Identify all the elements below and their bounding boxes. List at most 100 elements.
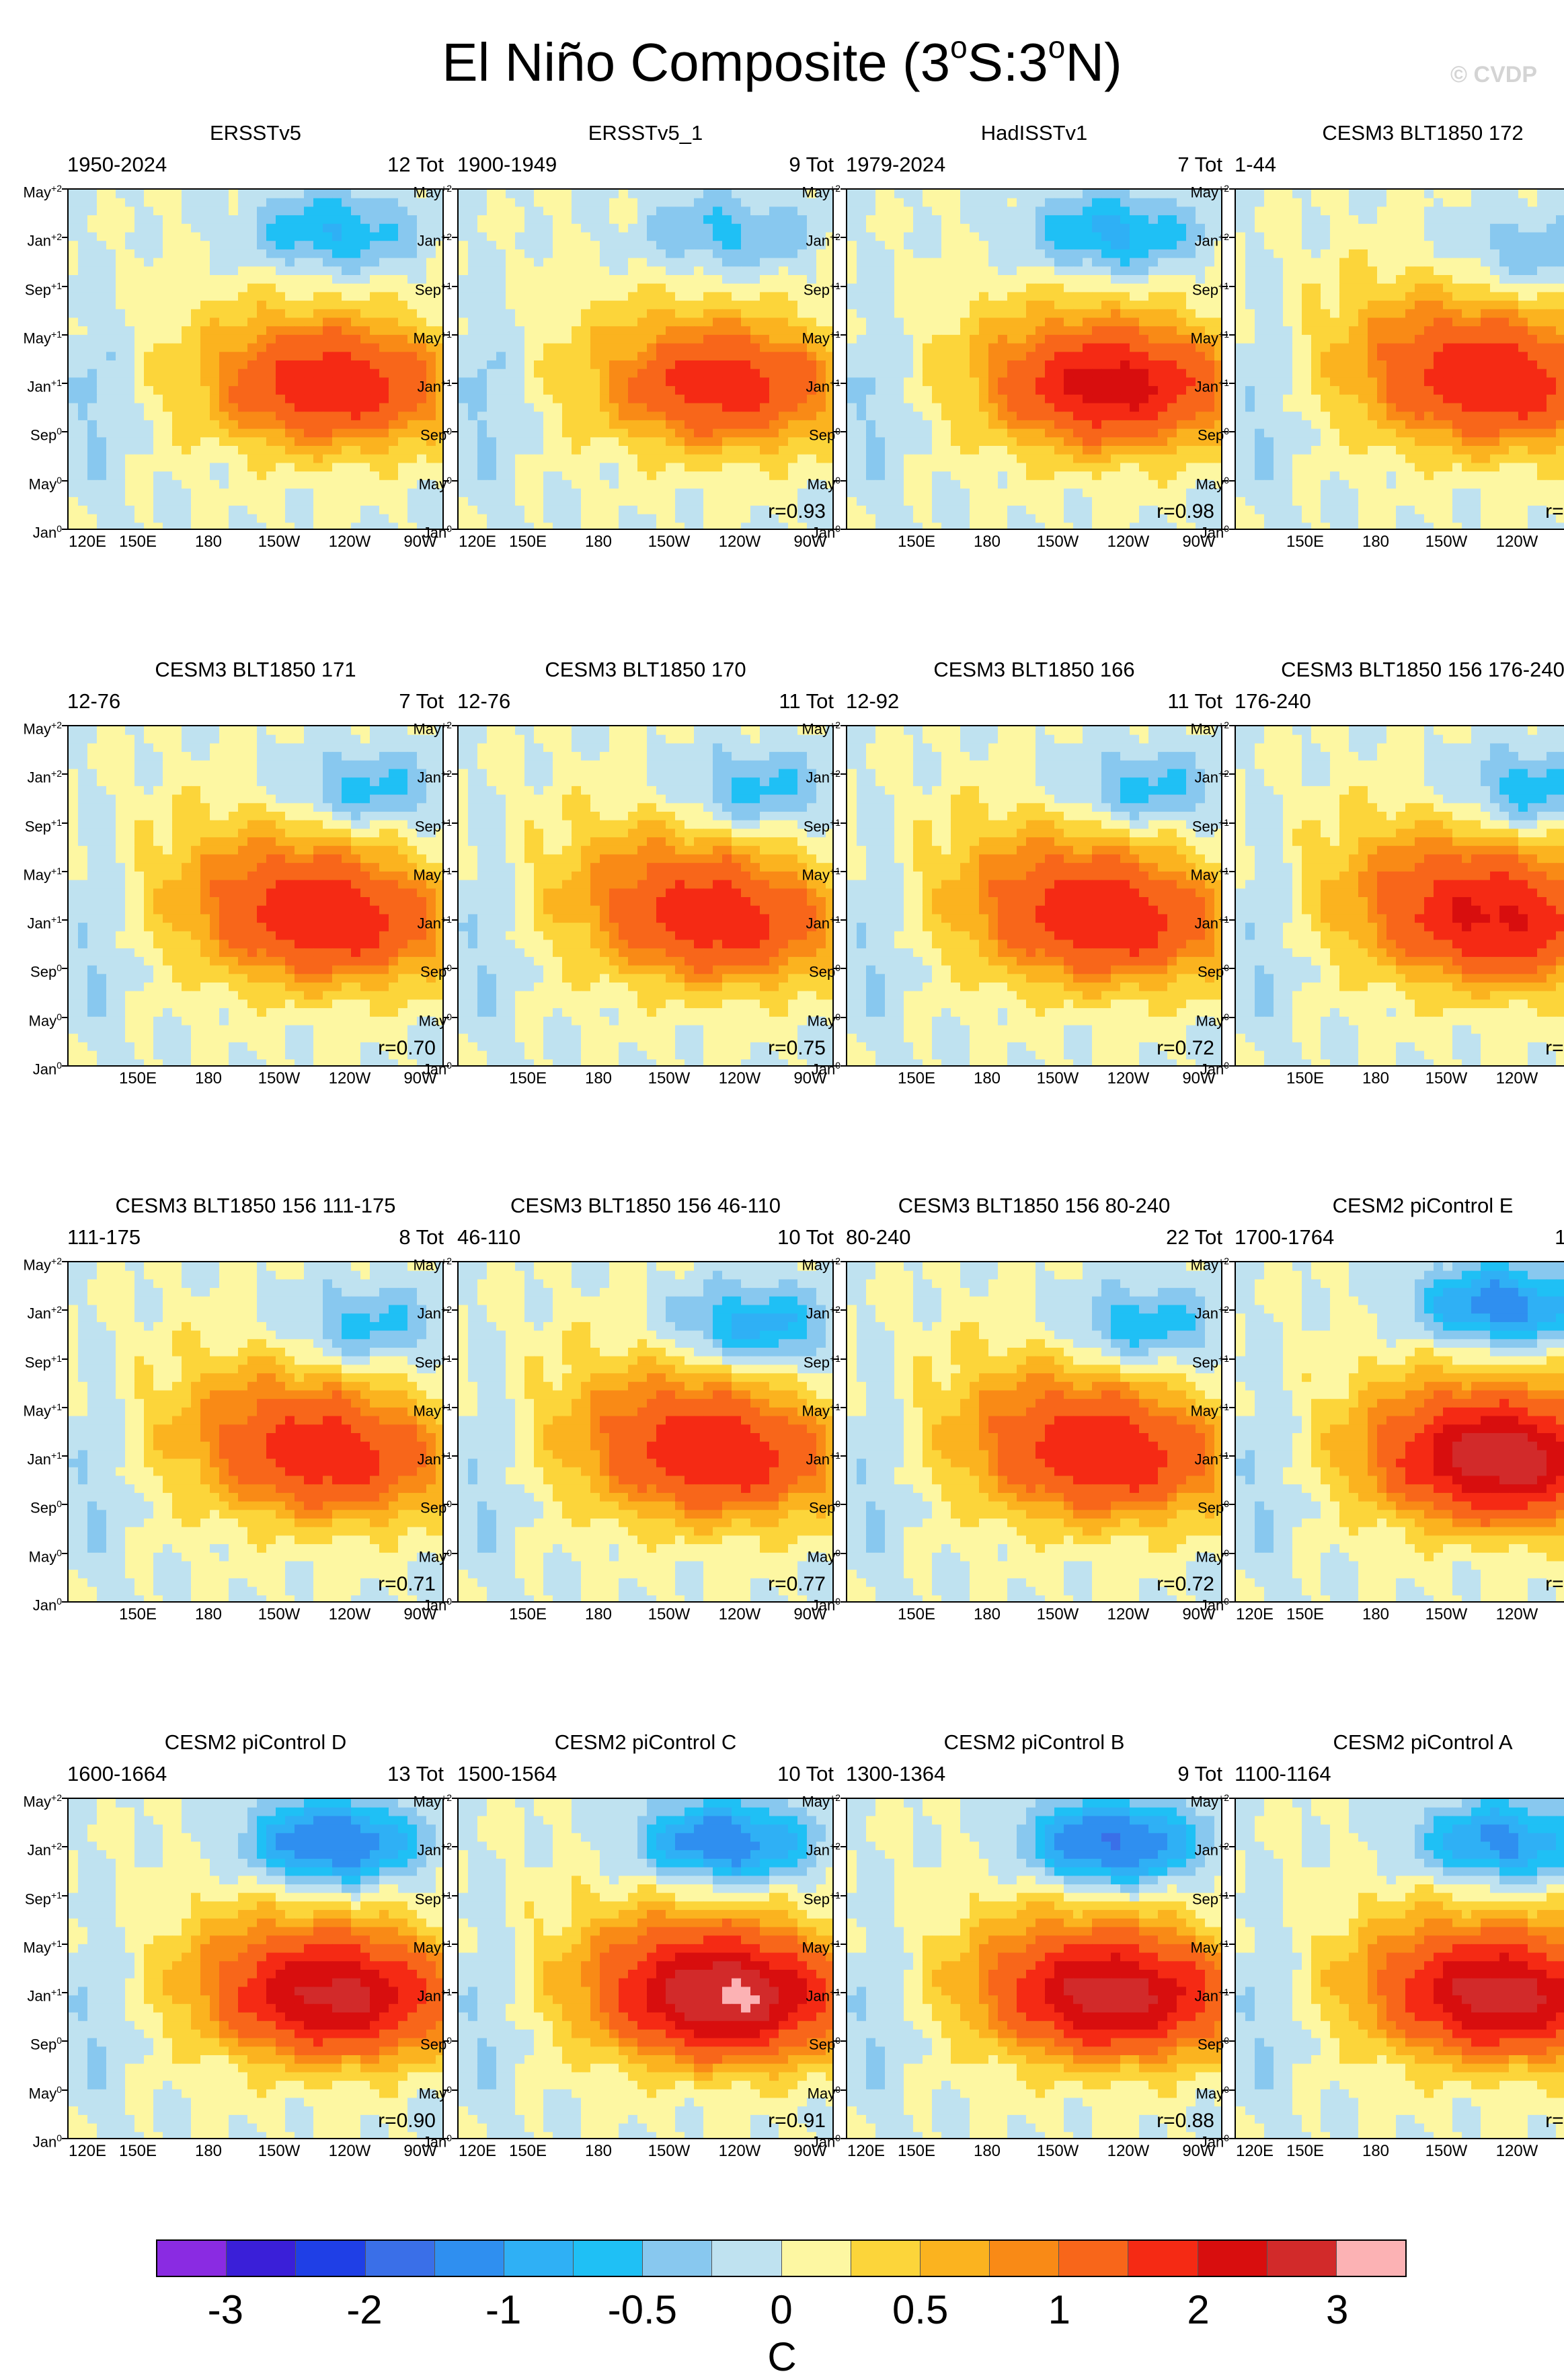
heatmap-cell — [506, 506, 516, 514]
heatmap-cell — [979, 335, 989, 344]
heatmap-cell — [477, 404, 487, 412]
heatmap-cell — [732, 497, 742, 506]
heatmap-cell — [628, 284, 638, 293]
heatmap-cell — [407, 412, 418, 420]
heatmap-cell — [182, 497, 192, 506]
heatmap-cell — [1111, 404, 1121, 412]
heatmap-cell — [562, 352, 572, 360]
heatmap-cell — [866, 489, 876, 498]
heatmap-cell — [866, 360, 876, 369]
heatmap-cell — [459, 326, 469, 335]
heatmap-cell — [1255, 198, 1265, 207]
heatmap-cell — [477, 437, 487, 446]
heatmap-cell — [732, 292, 742, 301]
heatmap-cell — [417, 318, 427, 327]
heatmap-cell — [1120, 471, 1130, 480]
heatmap-cell — [398, 335, 408, 344]
heatmap-cell — [436, 352, 444, 360]
heatmap-cell — [666, 326, 676, 335]
heatmap-plot: r=0.66 — [1235, 188, 1564, 530]
heatmap-cell — [894, 249, 904, 258]
heatmap-cell — [741, 463, 751, 471]
heatmap-cell — [666, 198, 676, 207]
heatmap-cell — [172, 309, 182, 318]
heatmap-cell — [562, 489, 572, 498]
heatmap-cell — [487, 309, 497, 318]
heatmap-cell — [894, 224, 904, 233]
heatmap-cell — [496, 266, 506, 275]
heatmap-cell — [816, 301, 826, 309]
heatmap-cell — [923, 369, 933, 378]
heatmap-cell — [496, 275, 506, 284]
heatmap-cell — [979, 292, 989, 301]
heatmap-cell — [1139, 420, 1149, 429]
heatmap-cell — [125, 241, 135, 249]
heatmap-cell — [904, 420, 914, 429]
heatmap-cell — [553, 480, 563, 489]
heatmap-cell — [426, 258, 436, 267]
heatmap-cell — [904, 190, 914, 198]
heatmap-cell — [628, 344, 638, 352]
heatmap-cell — [200, 455, 210, 463]
heatmap-cell — [722, 352, 732, 360]
heatmap-cell — [732, 301, 742, 309]
heatmap-cell — [172, 352, 182, 360]
heatmap-cell — [379, 335, 389, 344]
heatmap-cell — [69, 404, 79, 412]
heatmap-cell — [666, 446, 676, 455]
heatmap-cell — [398, 404, 408, 412]
heatmap-cell — [857, 404, 867, 412]
heatmap-cell — [304, 471, 314, 480]
heatmap-cell — [1054, 258, 1064, 267]
heatmap-cell — [78, 190, 88, 198]
heatmap-cell — [885, 386, 895, 395]
heatmap-cell — [923, 344, 933, 352]
heatmap-cell — [637, 284, 648, 293]
heatmap-cell — [885, 446, 895, 455]
heatmap-cell — [1120, 206, 1130, 215]
copyright-watermark: © CVDP — [1450, 62, 1537, 88]
heatmap-cell — [960, 352, 970, 360]
heatmap-cell — [590, 284, 600, 293]
heatmap-cell — [1177, 224, 1187, 233]
heatmap-cell — [125, 471, 135, 480]
heatmap-cell — [970, 412, 980, 420]
heatmap-cell — [229, 429, 239, 438]
heatmap-cell — [323, 377, 333, 386]
heatmap-cell — [87, 284, 97, 293]
heatmap-cell — [342, 215, 352, 224]
heatmap-cell — [941, 309, 951, 318]
heatmap-cell — [562, 301, 572, 309]
heatmap-cell — [769, 480, 779, 489]
heatmap-cell — [894, 309, 904, 318]
heatmap-cell — [788, 369, 798, 378]
heatmap-cell — [219, 497, 229, 506]
heatmap-cell — [144, 206, 154, 215]
heatmap-cell — [628, 377, 638, 386]
heatmap-cell — [998, 258, 1008, 267]
heatmap-cell — [741, 446, 751, 455]
heatmap-cell — [229, 455, 239, 463]
heatmap-cell — [1045, 249, 1055, 258]
x-tick-label: 120W — [709, 533, 770, 551]
heatmap-cell — [295, 241, 305, 249]
heatmap-cell — [436, 258, 444, 267]
heatmap-cell — [153, 523, 163, 530]
heatmap-cell — [342, 344, 352, 352]
heatmap-cell — [1054, 471, 1064, 480]
heatmap-cell — [760, 266, 770, 275]
heatmap-cell — [163, 249, 173, 258]
heatmap-cell — [313, 190, 323, 198]
heatmap-cell — [1139, 437, 1149, 446]
heatmap-cell — [1045, 352, 1055, 360]
heatmap-cell — [459, 318, 469, 327]
heatmap-cell — [609, 326, 619, 335]
heatmap-cell — [200, 523, 210, 530]
heatmap-cell — [885, 514, 895, 523]
heatmap-cell — [619, 395, 629, 404]
heatmap-cell — [760, 326, 770, 335]
heatmap-cell — [134, 326, 145, 335]
heatmap-cell — [923, 292, 933, 301]
heatmap-cell — [200, 463, 210, 471]
heatmap-cell — [1064, 471, 1074, 480]
